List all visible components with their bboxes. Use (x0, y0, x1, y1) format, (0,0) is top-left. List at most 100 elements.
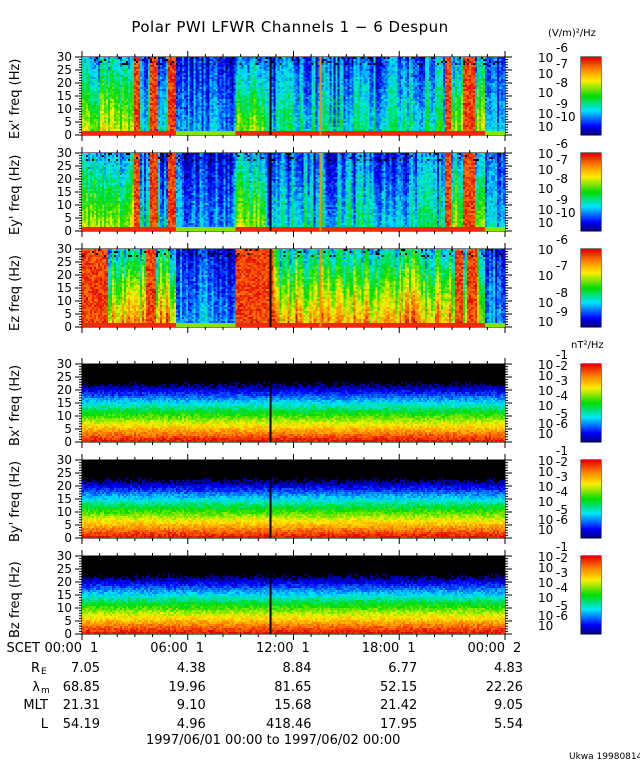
spectrogram-5 (82, 460, 505, 538)
x-tick-time: 00:00 (44, 641, 82, 656)
y-tick-label: 30 (56, 49, 72, 64)
y-tick-label: 20 (56, 478, 72, 493)
colorbar-4 (581, 364, 601, 442)
y-tick-label: 30 (56, 548, 72, 563)
colorbar-tick-base: 10 (538, 591, 554, 606)
y-tick-label: 15 (56, 491, 72, 506)
colorbar-tick-exponent: -2 (556, 358, 568, 373)
y-tick-label: 5 (64, 306, 72, 321)
colorbar-tick-base: 10 (538, 618, 554, 633)
y-axis-label: Bx' freq (Hz) (8, 364, 23, 446)
colorbar-tick-exponent: -3 (556, 469, 568, 484)
ephemeris-value: 21.31 (62, 698, 100, 713)
x-tick-time: 18:00 (361, 641, 400, 656)
colorbar-tick-exponent: -1 (556, 444, 568, 458)
colorbar-tick-base: 10 (538, 66, 554, 81)
colorbar-tick-base: 10 (538, 495, 554, 510)
colorbar-6 (581, 556, 601, 634)
colorbar-tick-base: 10 (538, 147, 554, 161)
colorbar-1 (581, 57, 601, 135)
y-tick-label: 30 (56, 145, 72, 160)
colorbar-tick-base: 10 (538, 454, 554, 468)
colorbar-tick-base: 10 (538, 296, 554, 311)
spectrogram-2 (82, 153, 505, 231)
colorbar-tick-exponent: -2 (556, 550, 568, 565)
y-tick-label: 20 (56, 171, 72, 186)
y-axis-label: Bz freq (Hz) (8, 561, 23, 638)
ephemeris-value: 17.95 (380, 716, 418, 732)
chart-title: Polar PWI LFWR Channels 1 − 6 Despun (131, 18, 449, 36)
colorbar-tick-base: 10 (538, 522, 554, 537)
ephemeris-value: 9.10 (176, 698, 206, 713)
colorbar-tick-exponent: -5 (556, 598, 568, 613)
colorbar-3 (581, 249, 601, 327)
colorbar-tick-base: 10 (538, 479, 554, 494)
colorbar-tick-exponent: -6 (556, 233, 568, 247)
y-tick-label: 10 (56, 293, 72, 308)
ephemeris-value: 19.96 (168, 679, 206, 695)
y-tick-label: 5 (64, 613, 72, 628)
x-tick-day: 1 (90, 641, 99, 656)
x-tick-day: 1 (407, 641, 416, 656)
colorbar-tick-base: 10 (538, 358, 554, 372)
ephemeris-value: 4.96 (176, 716, 206, 732)
colorbar-tick-exponent: -10 (556, 109, 576, 124)
ephemeris-label-sub: m (41, 685, 50, 696)
x-tick-day: 2 (513, 641, 522, 656)
ephemeris-value: 418.46 (266, 716, 312, 732)
magnetic-unit-label: nT²/Hz (571, 340, 604, 351)
colorbar-tick-base: 10 (538, 512, 554, 527)
spectrogram-1 (82, 57, 505, 135)
credit: Ukwa 19980814 (569, 752, 640, 762)
colorbar-tick-exponent: -6 (556, 512, 568, 527)
ephemeris-value: 4.38 (176, 661, 206, 676)
x-tick-time: 00:00 (467, 641, 505, 656)
colorbar-tick-base: 10 (538, 215, 554, 230)
colorbar-tick-exponent: -8 (556, 172, 568, 187)
spectrogram-4 (82, 364, 505, 442)
colorbar-tick-exponent: -6 (556, 608, 568, 623)
ephemeris-value: 9.05 (494, 698, 523, 713)
colorbar-tick-exponent: -9 (556, 97, 568, 112)
y-tick-label: 25 (56, 561, 72, 576)
y-tick-label: 30 (56, 356, 72, 371)
y-tick-label: 10 (56, 504, 72, 519)
colorbar-tick-exponent: -7 (556, 258, 568, 273)
y-tick-label: 10 (56, 197, 72, 212)
y-tick-label: 0 (64, 626, 72, 641)
colorbar-tick-exponent: -9 (556, 304, 568, 319)
colorbar-tick-base: 10 (538, 608, 554, 623)
colorbar-tick-base: 10 (538, 182, 554, 197)
y-tick-label: 5 (64, 210, 72, 225)
y-axis-label: Ez freq (Hz) (8, 255, 23, 331)
colorbar-tick-exponent: -6 (556, 137, 568, 151)
colorbar-tick-exponent: -8 (556, 76, 568, 91)
colorbar-tick-exponent: -7 (556, 152, 568, 167)
colorbar-tick-base: 10 (538, 550, 554, 564)
colorbar-tick-exponent: -4 (556, 485, 568, 500)
x-tick-time: 12:00 (256, 641, 294, 656)
colorbar-tick-base: 10 (538, 86, 554, 101)
ephemeris-value: 4.83 (494, 661, 523, 676)
colorbar-2 (581, 153, 601, 231)
y-tick-label: 15 (56, 587, 72, 602)
colorbar-tick-base: 10 (538, 383, 554, 398)
colorbar-tick-base: 10 (538, 426, 554, 441)
y-tick-label: 25 (56, 254, 72, 269)
x-tick-day: 1 (301, 641, 310, 656)
colorbar-tick-base: 10 (538, 314, 554, 329)
ephemeris-value: 7.05 (71, 661, 100, 676)
colorbar-tick-exponent: -8 (556, 286, 568, 301)
ephemeris-value: 54.19 (62, 716, 100, 732)
ephemeris-value: 15.68 (274, 698, 312, 713)
colorbar-tick-exponent: -4 (556, 581, 568, 596)
y-tick-label: 15 (56, 184, 72, 199)
y-tick-label: 20 (56, 574, 72, 589)
y-axis-label: Ex' freq (Hz) (8, 58, 23, 139)
y-tick-label: 25 (56, 369, 72, 384)
colorbar-tick-base: 10 (538, 368, 554, 383)
colorbar-tick-base: 10 (538, 119, 554, 134)
colorbar-tick-base: 10 (538, 416, 554, 431)
y-tick-label: 5 (64, 421, 72, 436)
